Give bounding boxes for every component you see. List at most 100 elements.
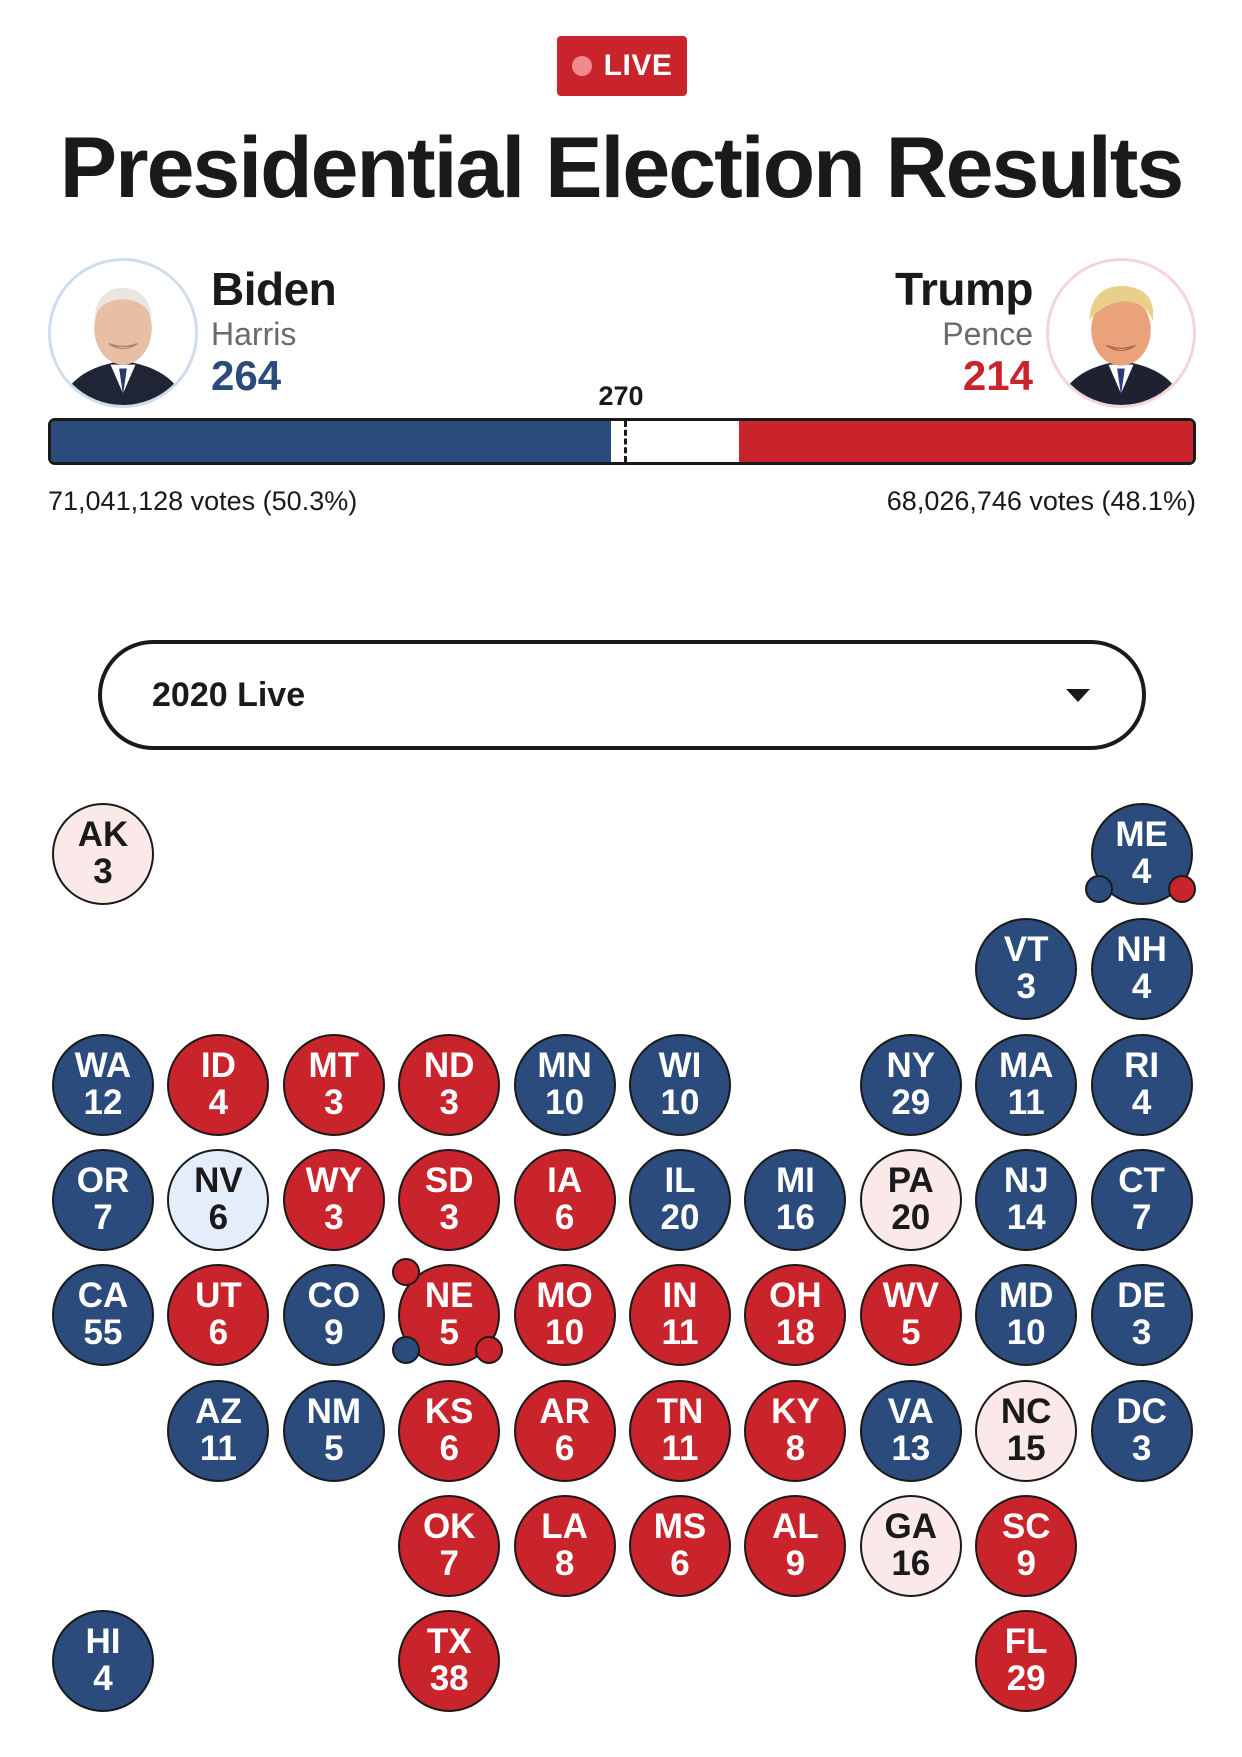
state-electoral-votes: 11	[661, 1428, 699, 1468]
state-electoral-votes: 4	[1131, 967, 1152, 1007]
state-id[interactable]: ID 4	[167, 1033, 270, 1136]
state-ct[interactable]: CT 7	[1090, 1148, 1193, 1251]
state-wy[interactable]: WY 3	[282, 1148, 385, 1251]
threshold-marker	[624, 421, 628, 462]
district-ne-3[interactable]	[475, 1336, 504, 1365]
state-abbr: CT	[1118, 1160, 1165, 1200]
state-abbr: IN	[662, 1276, 698, 1316]
state-electoral-votes: 3	[324, 1197, 344, 1237]
state-nc[interactable]: NC 15	[975, 1379, 1078, 1482]
state-electoral-votes: 10	[545, 1082, 585, 1122]
state-la[interactable]: LA 8	[513, 1494, 616, 1597]
state-abbr: NJ	[1003, 1160, 1049, 1200]
state-abbr: AZ	[195, 1391, 242, 1431]
rep-candidate-name: Trump	[894, 263, 1034, 315]
state-nh[interactable]: NH 4	[1090, 918, 1193, 1021]
biden-avatar	[48, 258, 198, 408]
state-tn[interactable]: TN 11	[629, 1379, 731, 1482]
state-ut[interactable]: UT 6	[167, 1264, 270, 1367]
state-electoral-votes: 9	[1016, 1543, 1036, 1583]
state-md[interactable]: MD 10	[975, 1264, 1078, 1367]
state-electoral-votes: 12	[83, 1082, 123, 1122]
state-ar[interactable]: AR 6	[513, 1379, 616, 1482]
state-nv[interactable]: NV 6	[167, 1148, 270, 1251]
state-ms[interactable]: MS 6	[629, 1494, 731, 1597]
state-az[interactable]: AZ 11	[167, 1379, 270, 1482]
state-ga[interactable]: GA 16	[859, 1494, 962, 1597]
state-electoral-votes: 3	[439, 1082, 459, 1122]
state-abbr: NH	[1116, 930, 1167, 970]
district-me-2[interactable]	[1167, 875, 1196, 903]
state-hi[interactable]: HI 4	[52, 1610, 154, 1713]
state-ia[interactable]: IA 6	[513, 1148, 616, 1251]
electoral-vote-bar	[48, 418, 1196, 465]
state-electoral-votes: 5	[901, 1313, 921, 1353]
threshold-label: 270	[598, 381, 644, 411]
state-mi[interactable]: MI 16	[744, 1148, 847, 1251]
dem-running-mate: Harris	[211, 316, 297, 352]
state-abbr: NV	[194, 1160, 243, 1200]
state-electoral-votes: 29	[1006, 1659, 1046, 1699]
state-wv[interactable]: WV 5	[859, 1264, 962, 1367]
state-ma[interactable]: MA 11	[975, 1033, 1078, 1136]
state-mo[interactable]: MO 10	[513, 1264, 616, 1367]
state-mn[interactable]: MN 10	[513, 1033, 616, 1136]
state-de[interactable]: DE 3	[1090, 1264, 1193, 1367]
dem-candidate-name: Biden	[211, 263, 337, 315]
state-nj[interactable]: NJ 14	[975, 1148, 1078, 1251]
state-wi[interactable]: WI 10	[629, 1033, 731, 1136]
state-electoral-votes: 11	[661, 1313, 699, 1353]
live-label: LIVE	[603, 49, 673, 82]
state-abbr: GA	[884, 1506, 938, 1546]
district-ne-1[interactable]	[392, 1258, 421, 1287]
state-electoral-votes: 16	[775, 1197, 815, 1237]
state-ny[interactable]: NY 29	[859, 1033, 962, 1136]
state-tx[interactable]: TX 38	[398, 1610, 501, 1713]
state-or[interactable]: OR 7	[52, 1148, 154, 1251]
state-va[interactable]: VA 13	[859, 1379, 962, 1482]
state-electoral-votes: 20	[891, 1197, 931, 1237]
state-vt[interactable]: VT 3	[975, 918, 1078, 1021]
state-ak[interactable]: AK 3	[52, 803, 154, 905]
state-sd[interactable]: SD 3	[398, 1148, 501, 1251]
state-abbr: OK	[422, 1506, 476, 1546]
candidate-portrait-icon	[51, 261, 195, 405]
state-in[interactable]: IN 11	[629, 1264, 731, 1367]
state-sc[interactable]: SC 9	[975, 1494, 1078, 1597]
state-electoral-votes: 11	[199, 1428, 237, 1468]
state-oh[interactable]: OH 18	[744, 1264, 847, 1367]
state-co[interactable]: CO 9	[282, 1264, 385, 1367]
state-dc[interactable]: DC 3	[1090, 1379, 1193, 1482]
state-ks[interactable]: KS 6	[398, 1379, 501, 1482]
state-ok[interactable]: OK 7	[398, 1494, 501, 1597]
state-abbr: MO	[536, 1276, 593, 1316]
state-electoral-votes: 16	[891, 1543, 931, 1583]
state-electoral-votes: 38	[429, 1659, 469, 1699]
state-nm[interactable]: NM 5	[282, 1379, 385, 1482]
state-nd[interactable]: ND 3	[398, 1033, 501, 1136]
state-ca[interactable]: CA 55	[52, 1264, 154, 1367]
state-electoral-votes: 4	[1131, 1082, 1152, 1122]
state-electoral-votes: 6	[554, 1428, 575, 1468]
state-wa[interactable]: WA 12	[52, 1033, 154, 1136]
state-abbr: KS	[424, 1391, 474, 1431]
state-electoral-votes: 4	[93, 1659, 113, 1699]
dem-bar-fill	[51, 421, 612, 462]
state-ri[interactable]: RI 4	[1090, 1033, 1193, 1136]
state-electoral-votes: 10	[545, 1313, 585, 1353]
state-electoral-votes: 4	[208, 1082, 229, 1122]
state-abbr: OH	[769, 1276, 822, 1316]
state-electoral-votes: 9	[785, 1543, 806, 1583]
state-fl[interactable]: FL 29	[975, 1610, 1078, 1713]
district-ne-2[interactable]	[392, 1336, 421, 1365]
state-abbr: ME	[1115, 815, 1168, 854]
year-select-dropdown[interactable]: 2020 Live	[98, 640, 1146, 750]
state-mt[interactable]: MT 3	[282, 1033, 385, 1136]
state-al[interactable]: AL 9	[744, 1494, 847, 1597]
state-abbr: NE	[424, 1276, 474, 1316]
state-pa[interactable]: PA 20	[859, 1148, 962, 1251]
state-ky[interactable]: KY 8	[744, 1379, 847, 1482]
state-il[interactable]: IL 20	[629, 1148, 731, 1251]
state-abbr: NC	[1000, 1391, 1052, 1431]
district-me-1[interactable]	[1084, 875, 1113, 903]
